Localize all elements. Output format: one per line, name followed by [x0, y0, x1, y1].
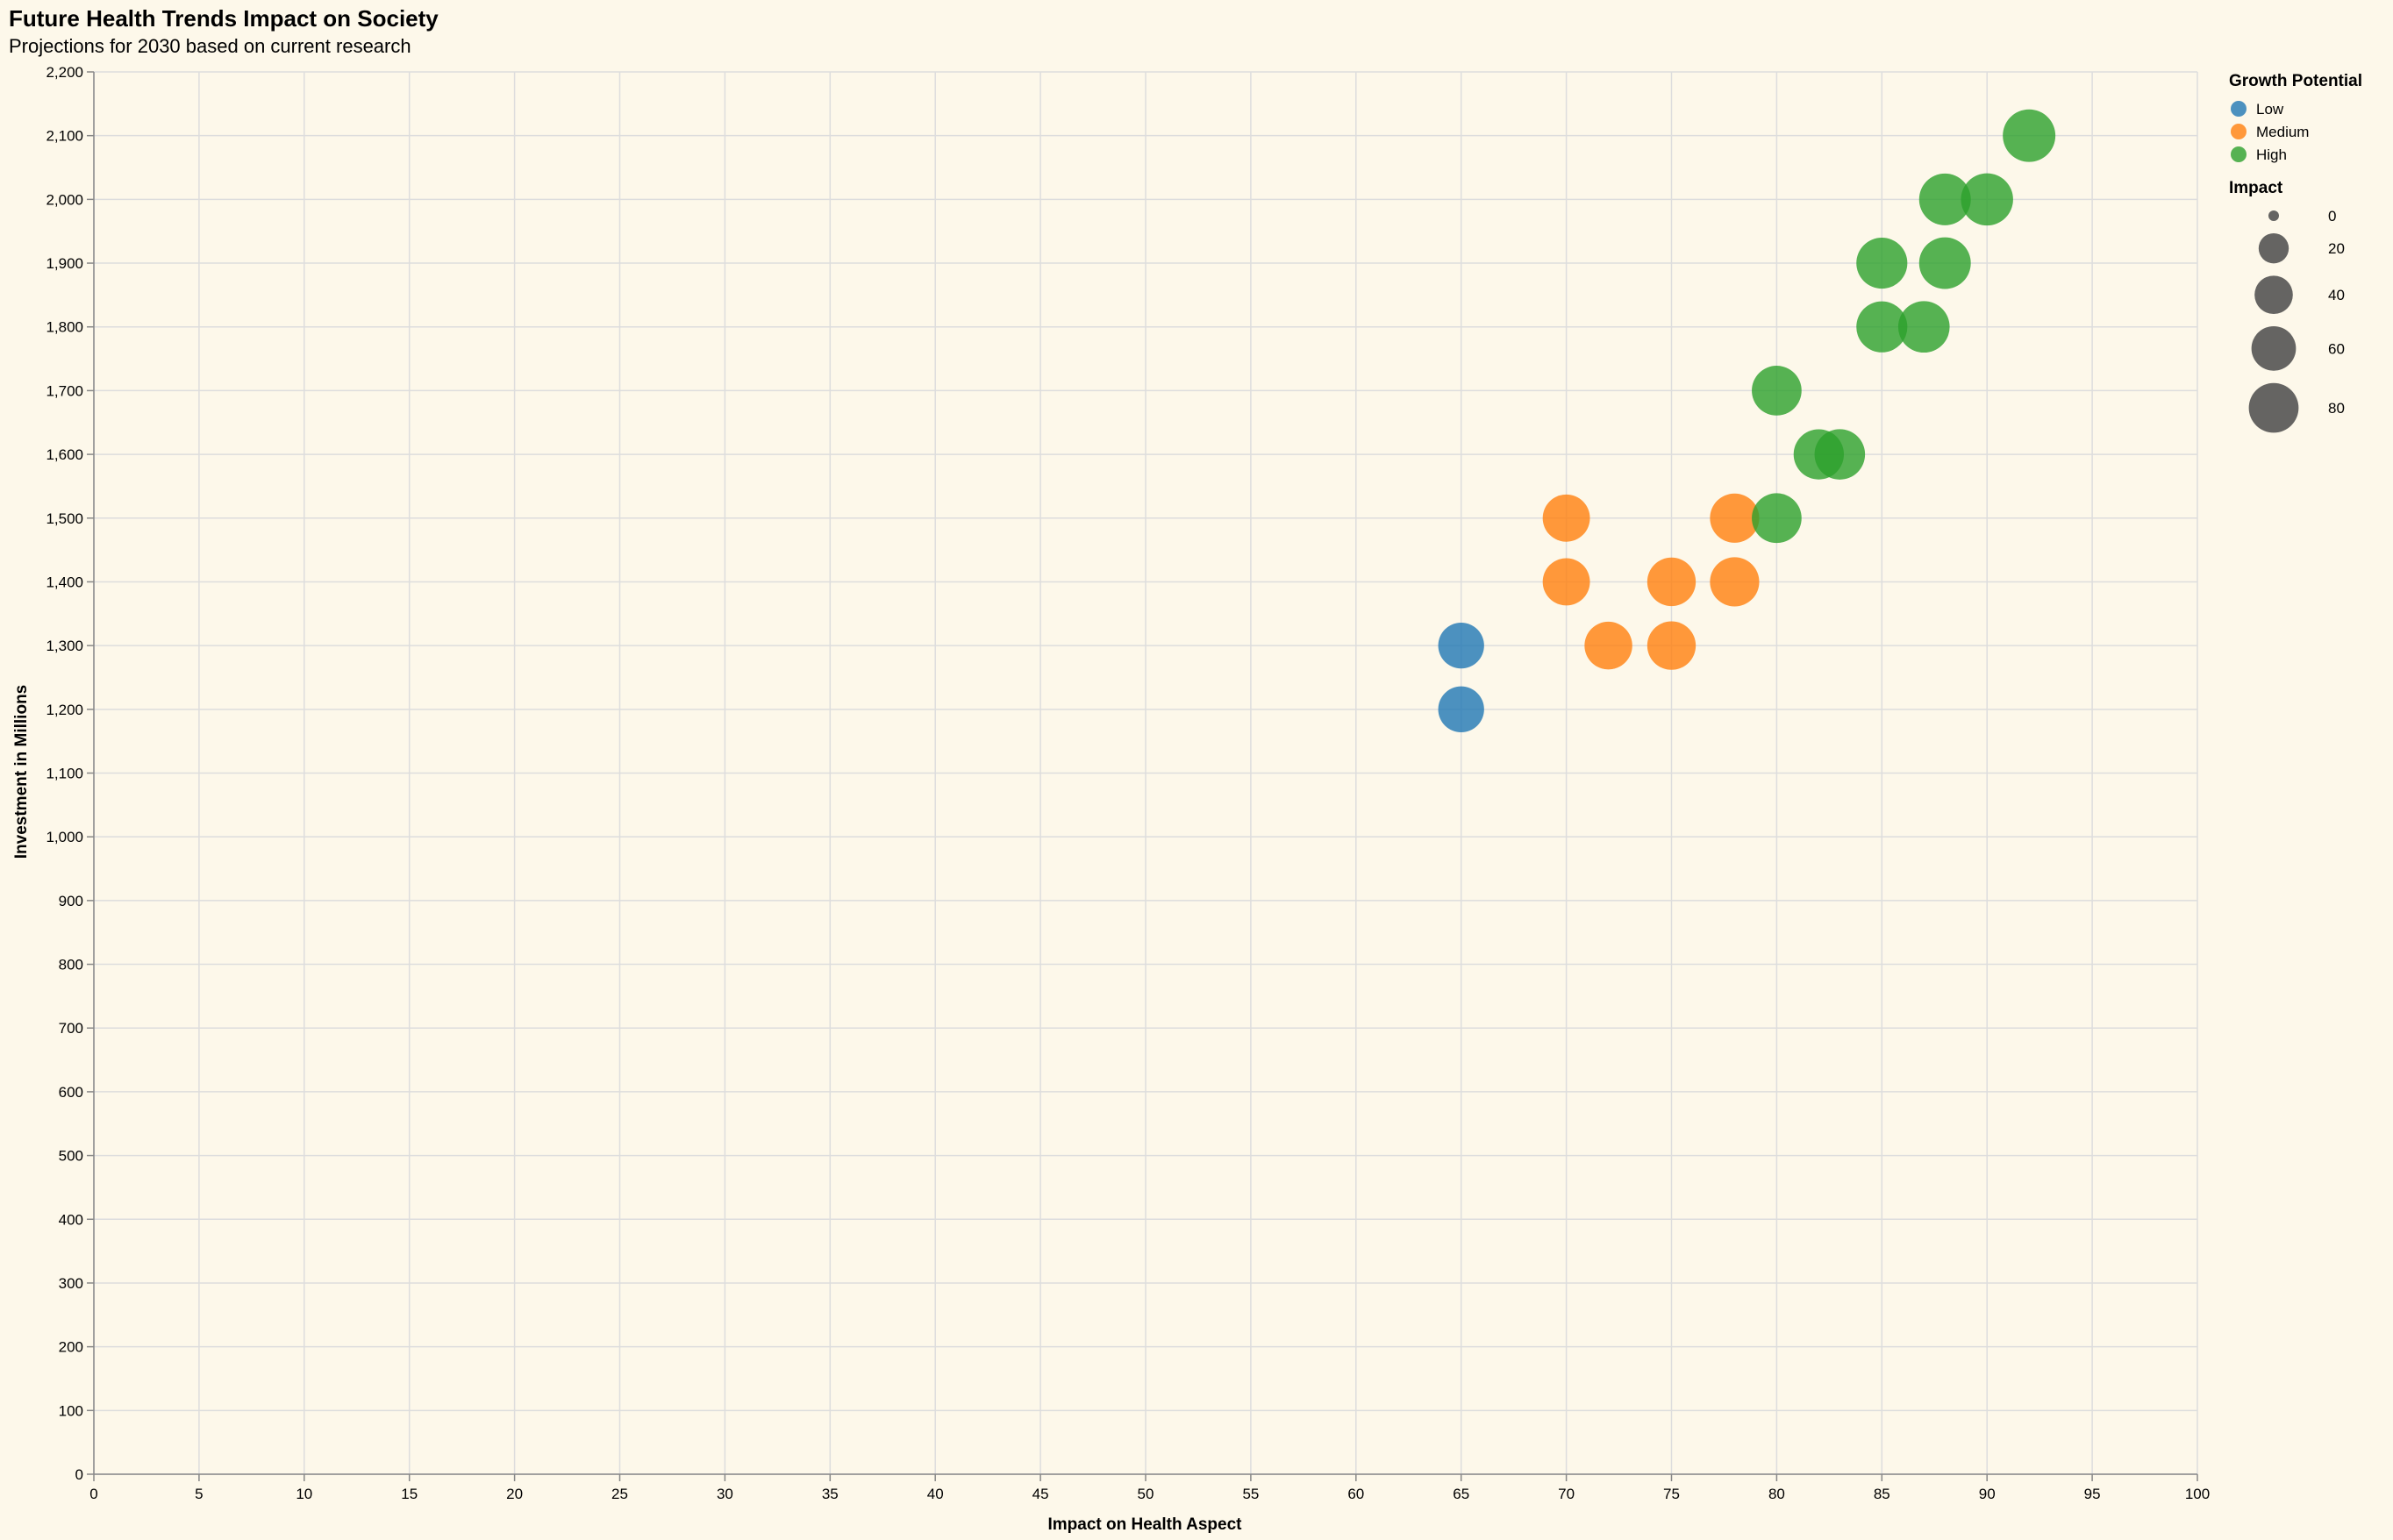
y-tick-label: 2,200	[46, 64, 83, 81]
y-tick-label: 800	[59, 957, 83, 973]
x-tick-label: 25	[611, 1486, 628, 1502]
y-tick-label: 900	[59, 893, 83, 909]
chart-title: Future Health Trends Impact on Society	[9, 5, 439, 32]
y-tick-label: 2,100	[46, 128, 83, 145]
x-tick-label: 65	[1453, 1486, 1469, 1502]
x-tick-label: 75	[1663, 1486, 1680, 1502]
data-point-medium	[1542, 494, 1590, 542]
x-tick-label: 20	[506, 1486, 523, 1502]
y-tick-label: 2,000	[46, 191, 83, 208]
x-tick-label: 0	[89, 1486, 97, 1502]
size-legend-label: 80	[2328, 400, 2345, 417]
y-tick-label: 200	[59, 1339, 83, 1356]
data-point-low	[1438, 622, 1484, 669]
color-legend-title: Growth Potential	[2229, 72, 2362, 90]
size-legend-label: 0	[2328, 208, 2336, 225]
data-point-high	[1752, 366, 1802, 416]
legend-label-low: Low	[2256, 101, 2284, 118]
size-legend-symbol	[2258, 233, 2289, 264]
x-tick-label: 70	[1558, 1486, 1575, 1502]
y-tick-label: 1,500	[46, 510, 83, 527]
legend-swatch-high	[2231, 146, 2247, 162]
size-legend-symbol	[2254, 275, 2293, 314]
x-tick-label: 80	[1768, 1486, 1785, 1502]
x-tick-label: 40	[927, 1486, 944, 1502]
data-point-high	[1897, 301, 1950, 353]
x-tick-label: 55	[1242, 1486, 1259, 1502]
y-tick-label: 300	[59, 1275, 83, 1292]
data-point-medium	[1710, 493, 1760, 543]
size-legend-label: 60	[2328, 340, 2345, 357]
size-legend-label: 20	[2328, 240, 2345, 257]
x-tick-label: 35	[822, 1486, 839, 1502]
axes: 0 5 10 15 20 25 30 35 40 45 50 55 60 65 70 75 80 85 90 95 10…	[46, 64, 2210, 1502]
legend-swatch-low	[2231, 101, 2247, 117]
x-tick-label: 10	[296, 1486, 312, 1502]
y-tick-label: 1,000	[46, 829, 83, 845]
x-tick-label: 45	[1032, 1486, 1049, 1502]
data-point-high	[1752, 493, 1802, 544]
y-tick-label: 1,300	[46, 638, 83, 654]
data-point-high	[1856, 301, 1908, 353]
data-point-high	[1961, 173, 2013, 226]
y-tick-label: 1,800	[46, 319, 83, 336]
x-tick-label: 50	[1138, 1486, 1154, 1502]
legend-label-medium: Medium	[2256, 124, 2309, 140]
x-tick-label: 15	[401, 1486, 418, 1502]
y-tick-label: 400	[59, 1211, 83, 1228]
y-tick-label: 1,900	[46, 255, 83, 272]
y-tick-label: 100	[59, 1402, 83, 1419]
x-tick-label: 5	[195, 1486, 203, 1502]
y-tick-label: 1,700	[46, 382, 83, 399]
size-legend-title: Impact	[2229, 179, 2283, 197]
y-axis-title: Investment in Millions	[12, 685, 31, 859]
data-point-medium	[1542, 558, 1590, 606]
data-point-low	[1438, 686, 1484, 732]
size-legend-symbol	[2251, 325, 2297, 371]
y-tick-label: 1,600	[46, 446, 83, 463]
data-point-high	[1918, 237, 1971, 289]
data-point-medium	[1647, 557, 1697, 607]
y-tick-label: 700	[59, 1020, 83, 1037]
x-tick-label: 60	[1347, 1486, 1364, 1502]
y-tick-label: 1,100	[46, 766, 83, 782]
legend: Growth Potential Impact Low Medium High 0 20…	[2229, 72, 2362, 433]
data-point-high	[1918, 173, 1971, 225]
data-point-medium	[1647, 621, 1697, 670]
y-tick-label: 500	[59, 1148, 83, 1165]
y-tick-label: 0	[75, 1466, 83, 1483]
y-tick-label: 1,400	[46, 574, 83, 590]
data-point-high	[1814, 429, 1866, 480]
x-tick-label: 100	[2185, 1486, 2210, 1502]
size-legend-label: 40	[2328, 287, 2345, 303]
data-point-high	[2003, 109, 2056, 162]
data-point-medium	[1584, 621, 1632, 670]
x-axis-title: Impact on Health Aspect	[1047, 1515, 1242, 1534]
data-points	[1438, 109, 2056, 732]
chart-subtitle: Projections for 2030 based on current re…	[9, 35, 411, 57]
size-legend-symbol	[2268, 210, 2279, 221]
data-point-high	[1856, 237, 1908, 289]
size-legend-symbol	[2248, 382, 2299, 433]
x-tick-label: 90	[1979, 1486, 1996, 1502]
x-tick-label: 30	[717, 1486, 733, 1502]
x-tick-label: 85	[1874, 1486, 1890, 1502]
legend-swatch-medium	[2231, 124, 2247, 139]
y-tick-label: 600	[59, 1084, 83, 1101]
data-point-medium	[1710, 557, 1760, 607]
y-tick-label: 1,200	[46, 702, 83, 718]
legend-label-high: High	[2256, 146, 2287, 163]
x-tick-label: 95	[2084, 1486, 2101, 1502]
